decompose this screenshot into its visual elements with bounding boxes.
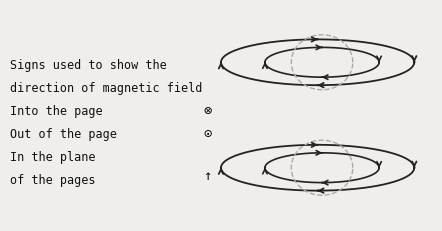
Text: Into the page: Into the page bbox=[10, 104, 103, 117]
Text: ⊗: ⊗ bbox=[203, 104, 212, 118]
Text: ⊙: ⊙ bbox=[203, 127, 212, 141]
Text: direction of magnetic field: direction of magnetic field bbox=[10, 82, 202, 94]
Text: Out of the page: Out of the page bbox=[10, 127, 117, 140]
Text: ↑: ↑ bbox=[203, 168, 212, 182]
Text: In the plane: In the plane bbox=[10, 150, 95, 163]
Text: Signs used to show the: Signs used to show the bbox=[10, 59, 167, 72]
Text: of the pages: of the pages bbox=[10, 173, 95, 186]
